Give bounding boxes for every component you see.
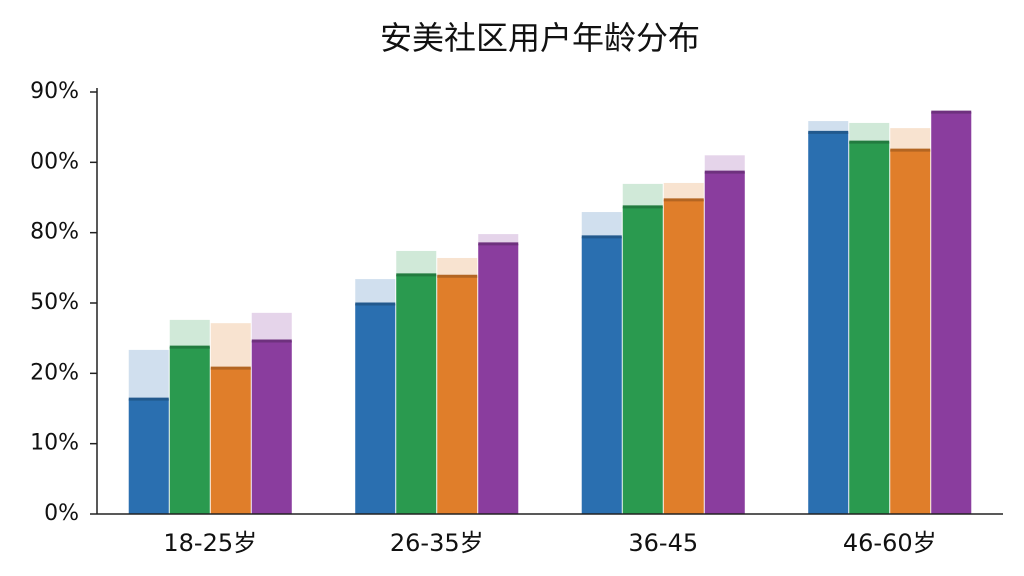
y-tick-label: 50% <box>30 290 79 315</box>
bar <box>890 150 931 515</box>
chart-title: 安美社区用户年龄分布 <box>380 19 700 57</box>
y-tick-label: 10% <box>30 431 79 456</box>
bar <box>581 236 622 515</box>
bar <box>478 243 519 515</box>
x-tick-label: 46-60岁 <box>843 529 937 557</box>
bar <box>437 276 478 514</box>
bar <box>128 399 169 514</box>
y-tick-label: 90% <box>30 79 79 104</box>
bar <box>251 340 292 514</box>
x-tick-label: 26-35岁 <box>390 529 484 557</box>
bar <box>808 132 849 514</box>
bar <box>931 112 972 514</box>
bar <box>849 142 890 514</box>
x-tick-label: 36-45 <box>628 529 698 557</box>
bar <box>355 303 396 514</box>
bar <box>396 274 437 514</box>
x-tick-label: 18-25岁 <box>163 529 257 557</box>
y-tick-label: 80% <box>30 220 79 245</box>
y-tick-label: 20% <box>30 360 79 385</box>
bar <box>622 206 663 514</box>
bar <box>169 347 210 514</box>
bar <box>704 172 745 514</box>
y-tick-label: 00% <box>30 149 79 174</box>
bar <box>210 368 251 514</box>
y-tick-label: 0% <box>44 501 79 526</box>
bar <box>663 199 704 514</box>
